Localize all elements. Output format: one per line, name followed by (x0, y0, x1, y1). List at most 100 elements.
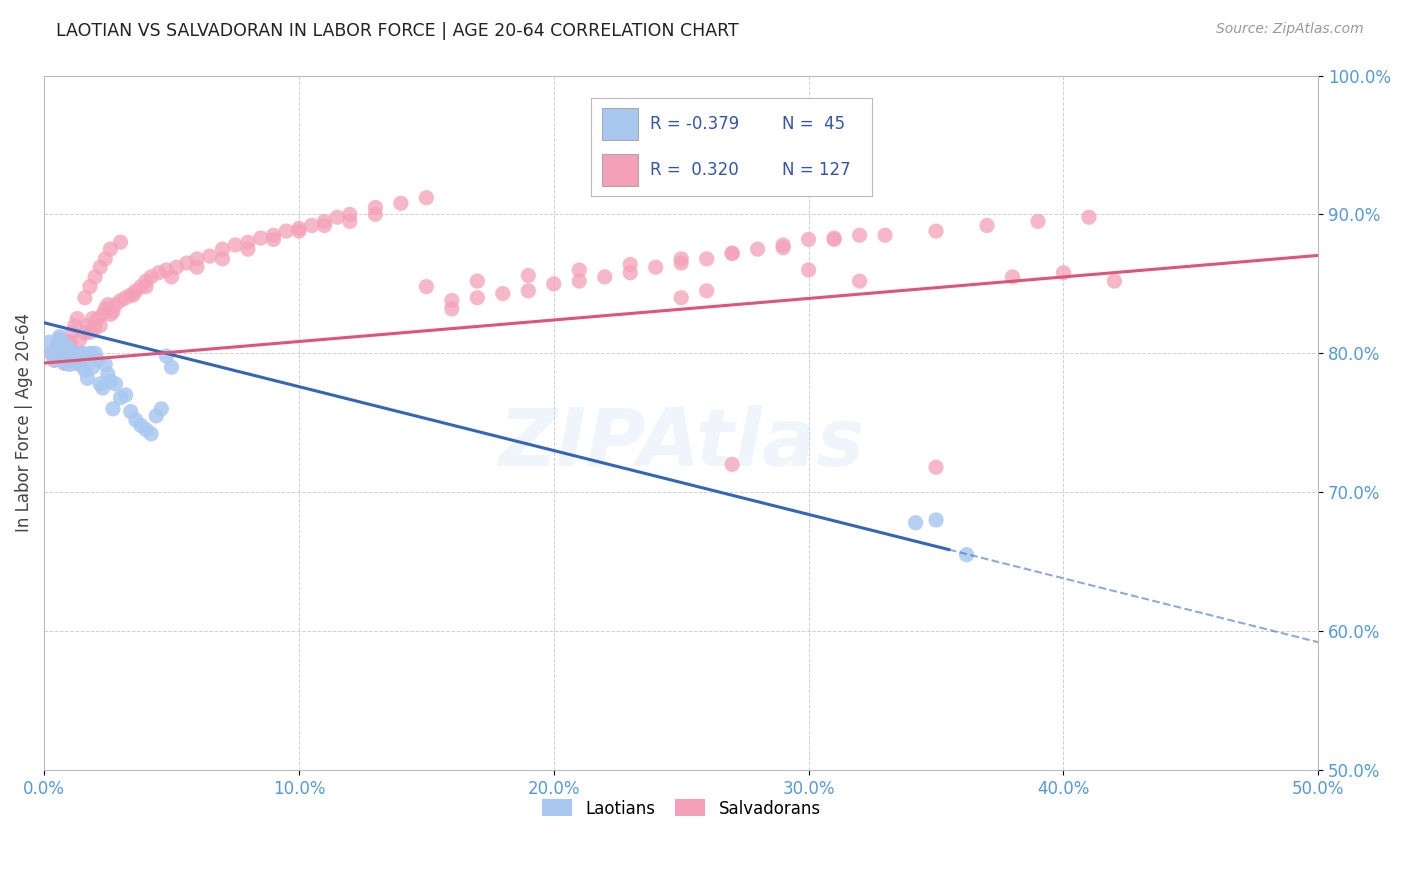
Point (135, 423, 157, 437)
Point (56, 339, 79, 353)
Point (669, 291, 692, 305)
Point (517, 268, 540, 283)
Point (160, 360, 183, 375)
Point (186, 260, 208, 275)
Point (120, 288, 142, 302)
Point (53, 351, 76, 365)
Point (543, 277, 565, 291)
Point (44, 353, 66, 368)
Point (45, 339, 67, 353)
Point (66, 346, 89, 360)
Point (721, 246, 744, 260)
Point (145, 409, 167, 423)
Point (51, 335, 73, 350)
Point (44, 353, 66, 368)
Point (58, 353, 80, 368)
Point (56, 339, 79, 353)
Point (236, 235, 259, 250)
Point (60, 346, 83, 360)
Point (69, 358, 91, 372)
Point (415, 191, 437, 205)
Point (568, 263, 591, 277)
Point (60, 326, 83, 340)
Point (97, 298, 120, 312)
Point (72, 346, 94, 360)
Point (236, 242, 259, 256)
Point (63, 318, 86, 333)
Point (288, 221, 311, 235)
Point (1077, 210, 1099, 224)
Point (135, 279, 157, 293)
Point (925, 460, 948, 475)
Point (110, 293, 132, 308)
Point (492, 286, 515, 301)
Point (58, 335, 80, 350)
Point (82, 360, 104, 375)
Point (1104, 274, 1126, 288)
Point (51, 346, 73, 360)
Point (848, 228, 870, 243)
Point (58, 346, 80, 360)
Point (198, 249, 221, 263)
Point (73, 363, 96, 377)
Point (129, 279, 152, 293)
Point (150, 401, 173, 416)
Point (48, 333, 70, 347)
Point (63, 349, 86, 363)
Y-axis label: In Labor Force | Age 20-64: In Labor Force | Age 20-64 (15, 313, 32, 533)
Point (66, 353, 89, 368)
Point (669, 252, 692, 266)
Point (101, 401, 124, 416)
Point (79, 326, 101, 340)
Point (82, 311, 104, 326)
Text: ZIPAtlas: ZIPAtlas (498, 405, 865, 483)
Point (772, 241, 794, 255)
Point (721, 246, 744, 260)
Point (288, 224, 311, 238)
Point (110, 235, 132, 250)
Point (86, 353, 108, 368)
Point (69, 333, 91, 347)
Point (60, 349, 83, 363)
Point (120, 404, 142, 418)
Point (148, 266, 170, 280)
Point (925, 224, 948, 238)
Point (364, 201, 387, 215)
Point (79, 279, 101, 293)
Point (63, 356, 86, 370)
Point (619, 266, 641, 280)
Point (101, 304, 124, 318)
Point (56, 346, 79, 360)
Point (823, 231, 845, 245)
Point (925, 513, 948, 527)
Point (41, 346, 63, 360)
Point (166, 260, 188, 275)
Point (440, 301, 463, 316)
Point (955, 548, 977, 562)
Point (669, 256, 692, 270)
Point (73, 291, 96, 305)
Point (314, 219, 336, 233)
Point (644, 260, 666, 275)
Point (84, 321, 107, 335)
Point (262, 232, 284, 246)
Point (465, 291, 488, 305)
Point (568, 274, 591, 288)
Point (797, 232, 820, 246)
Point (139, 269, 162, 284)
Point (98, 307, 121, 321)
Point (53, 356, 76, 370)
Point (60, 343, 83, 358)
Point (364, 207, 387, 221)
Point (98, 374, 121, 388)
Point (94, 301, 117, 316)
Point (73, 326, 96, 340)
Point (56, 346, 79, 360)
Point (41, 346, 63, 360)
Point (465, 274, 488, 288)
Text: N =  45: N = 45 (782, 115, 845, 133)
Point (125, 413, 148, 427)
Point (517, 284, 540, 298)
Point (56, 349, 79, 363)
Point (91, 381, 114, 395)
